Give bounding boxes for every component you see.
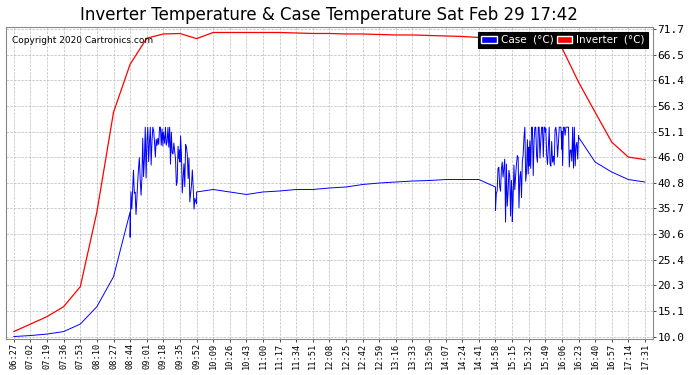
Text: Copyright 2020 Cartronics.com: Copyright 2020 Cartronics.com (12, 36, 153, 45)
Title: Inverter Temperature & Case Temperature Sat Feb 29 17:42: Inverter Temperature & Case Temperature … (81, 6, 578, 24)
Legend: Case  (°C), Inverter  (°C): Case (°C), Inverter (°C) (478, 32, 648, 48)
